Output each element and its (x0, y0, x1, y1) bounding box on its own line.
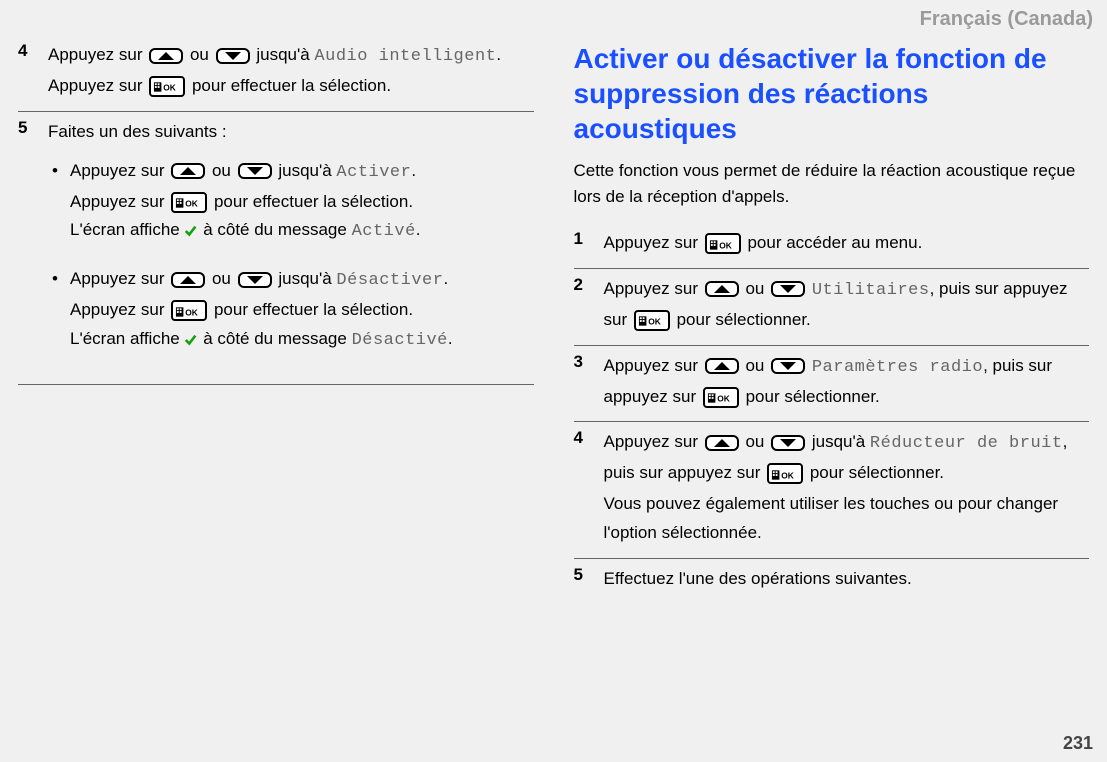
text: L'écran affiche (70, 220, 184, 239)
step-body: Appuyez sur pour accéder au menu. (604, 229, 923, 258)
ok-button-icon (705, 233, 741, 254)
down-button-icon (238, 272, 272, 288)
menu-item-mono: Paramètres radio (812, 358, 983, 377)
right-step-2: 2 Appuyez sur ou Utilitaires, puis sur a… (574, 268, 1090, 345)
ok-button-icon (171, 192, 207, 213)
text: Appuyez sur (604, 279, 703, 298)
section-title: Activer ou désactiver la fonction de sup… (574, 41, 1090, 146)
text: Faites un des suivants : (48, 122, 227, 141)
text: Appuyez sur (604, 233, 703, 252)
text: jusqu'à (812, 432, 870, 451)
text: pour accéder au menu. (747, 233, 922, 252)
text: Vous pouvez également utiliser les touch… (604, 494, 1059, 542)
text: Appuyez sur (70, 192, 169, 211)
left-step-4: 4 Appuyez sur ou jusqu'à Audio intellige… (18, 35, 534, 111)
menu-item-mono: Activé (352, 222, 416, 241)
left-column: 4 Appuyez sur ou jusqu'à Audio intellige… (18, 35, 534, 604)
content-columns: 4 Appuyez sur ou jusqu'à Audio intellige… (0, 35, 1107, 604)
up-button-icon (149, 48, 183, 64)
right-step-4: 4 Appuyez sur ou jusqu'à Réducteur de br… (574, 421, 1090, 558)
text: Appuyez sur (48, 45, 147, 64)
text: ou (212, 269, 236, 288)
menu-item-mono: Désactivé (352, 331, 448, 350)
list-item: Appuyez sur ou jusqu'à Activer. Appuyez … (48, 157, 453, 248)
section-intro: Cette fonction vous permet de réduire la… (574, 158, 1090, 209)
step-body: Effectuez l'une des opérations suivantes… (604, 565, 912, 594)
step-number: 3 (574, 352, 592, 412)
right-step-1: 1 Appuyez sur pour accéder au menu. (574, 223, 1090, 268)
text: Appuyez sur (70, 161, 169, 180)
down-button-icon (771, 358, 805, 374)
text: pour sélectionner. (746, 387, 880, 406)
check-icon (184, 220, 198, 239)
down-button-icon (216, 48, 250, 64)
ok-button-icon (634, 310, 670, 331)
text: pour effectuer la sélection. (192, 76, 391, 95)
ok-button-icon (703, 387, 739, 408)
down-button-icon (771, 281, 805, 297)
step-number: 5 (574, 565, 592, 594)
text: ou (745, 356, 769, 375)
text: ou (190, 45, 214, 64)
text: pour sélectionner. (677, 310, 811, 329)
down-button-icon (238, 163, 272, 179)
text: Effectuez l'une des opérations suivantes… (604, 569, 912, 588)
menu-item-mono: Réducteur de bruit (870, 434, 1063, 453)
up-button-icon (705, 358, 739, 374)
up-button-icon (171, 163, 205, 179)
text: jusqu'à (278, 161, 336, 180)
menu-item-mono: Utilitaires (812, 281, 930, 300)
text: L'écran affiche (70, 329, 184, 348)
step-body: Appuyez sur ou jusqu'à Audio intelligent… (48, 41, 534, 101)
text: . (443, 269, 448, 288)
check-icon (184, 329, 198, 348)
step-number: 4 (18, 41, 36, 101)
page-header: Français (Canada) (0, 0, 1107, 35)
language-label: Français (Canada) (920, 8, 1093, 30)
right-step-5: 5 Effectuez l'une des opérations suivant… (574, 558, 1090, 604)
right-column: Activer ou désactiver la fonction de sup… (574, 35, 1090, 604)
menu-item-mono: Activer (336, 163, 411, 182)
up-button-icon (171, 272, 205, 288)
text: jusqu'à (278, 269, 336, 288)
step-body: Appuyez sur ou Paramètres radio, puis su… (604, 352, 1090, 412)
text: Appuyez sur (70, 300, 169, 319)
step-body: Appuyez sur ou jusqu'à Réducteur de brui… (604, 428, 1090, 548)
bullet-list: Appuyez sur ou jusqu'à Activer. Appuyez … (48, 157, 453, 356)
text: ou (212, 161, 236, 180)
text: pour effectuer la sélection. (214, 192, 413, 211)
text: ou (745, 432, 769, 451)
left-step-5: 5 Faites un des suivants : Appuyez sur o… (18, 111, 534, 385)
text: . (416, 220, 421, 239)
text: pour effectuer la sélection. (214, 300, 413, 319)
text: ou (745, 279, 769, 298)
text: . (411, 161, 416, 180)
up-button-icon (705, 281, 739, 297)
step-number: 2 (574, 275, 592, 335)
ok-button-icon (149, 76, 185, 97)
menu-item-mono: Audio intelligent (314, 47, 496, 66)
text: Appuyez sur (604, 356, 703, 375)
text: à côté du message (203, 220, 351, 239)
text: . (448, 329, 453, 348)
step-number: 1 (574, 229, 592, 258)
down-button-icon (771, 435, 805, 451)
text: Appuyez sur (70, 269, 169, 288)
text: jusqu'à (256, 45, 314, 64)
right-step-3: 3 Appuyez sur ou Paramètres radio, puis … (574, 345, 1090, 422)
text: pour sélectionner. (810, 463, 944, 482)
list-item: Appuyez sur ou jusqu'à Désactiver. Appuy… (48, 265, 453, 356)
text: à côté du message (203, 329, 351, 348)
step-body: Faites un des suivants : Appuyez sur ou … (48, 118, 453, 374)
up-button-icon (705, 435, 739, 451)
ok-button-icon (767, 463, 803, 484)
text: Appuyez sur (604, 432, 703, 451)
ok-button-icon (171, 300, 207, 321)
page-number: 231 (1063, 733, 1093, 754)
step-number: 5 (18, 118, 36, 374)
step-body: Appuyez sur ou Utilitaires, puis sur app… (604, 275, 1090, 335)
menu-item-mono: Désactiver (336, 271, 443, 290)
step-number: 4 (574, 428, 592, 548)
